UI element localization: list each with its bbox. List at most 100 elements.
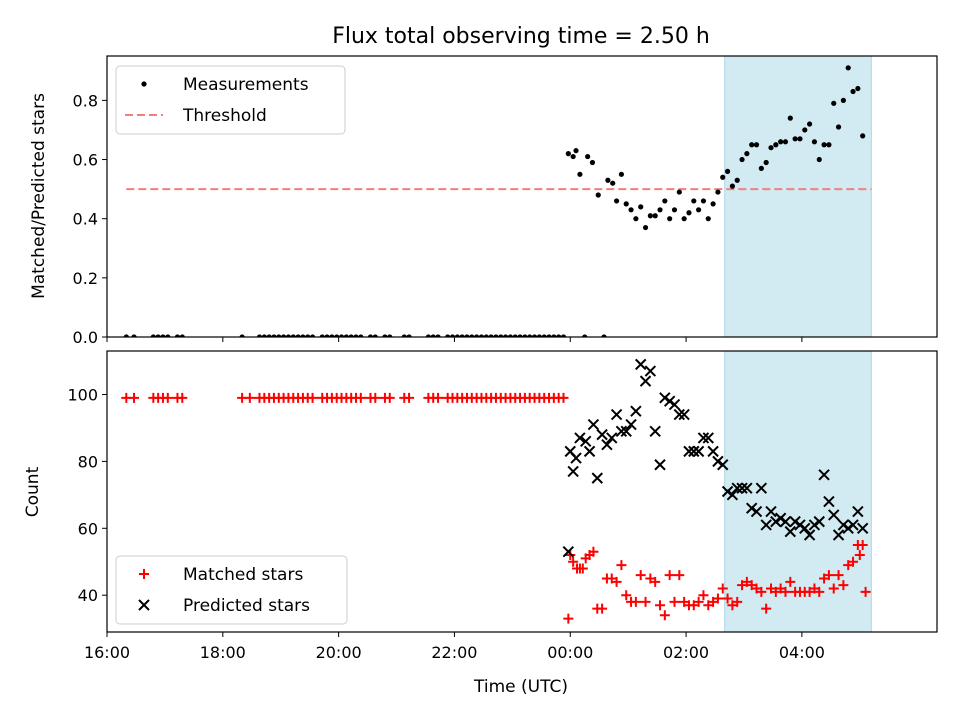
measurement-point bbox=[565, 151, 571, 157]
measurement-point bbox=[642, 224, 649, 231]
bottom-y-tick-label: 60 bbox=[78, 519, 98, 538]
predicted-star-point bbox=[852, 505, 864, 518]
measurement-point bbox=[387, 334, 393, 337]
predicted-star-point bbox=[678, 408, 690, 421]
matched-star-point bbox=[698, 590, 709, 601]
measurement-point bbox=[266, 334, 272, 337]
measurement-point bbox=[647, 213, 653, 219]
measurement-point bbox=[657, 207, 663, 213]
measurement-point bbox=[601, 334, 607, 337]
x-tick-label: 00:00 bbox=[547, 643, 593, 662]
matched-star-point bbox=[307, 392, 318, 403]
matched-star-point bbox=[669, 596, 680, 607]
legend-label: Matched stars bbox=[183, 565, 303, 585]
predicted-star-point bbox=[842, 522, 854, 535]
measurement-point bbox=[696, 207, 702, 213]
measurement-point bbox=[720, 174, 726, 180]
matched-star-point bbox=[814, 586, 825, 597]
measurement-point bbox=[454, 334, 460, 337]
matched-star-point bbox=[162, 392, 173, 403]
measurement-point bbox=[493, 334, 499, 337]
predicted-star-point bbox=[789, 515, 801, 528]
matched-star-point bbox=[833, 570, 844, 581]
measurement-point bbox=[605, 177, 611, 183]
measurement-point bbox=[507, 334, 514, 337]
measurement-point bbox=[623, 201, 629, 207]
measurement-point bbox=[802, 127, 808, 133]
measurement-point bbox=[845, 65, 851, 71]
measurement-point bbox=[667, 216, 673, 222]
measurement-point bbox=[160, 334, 166, 337]
top-y-tick-label: 0.6 bbox=[73, 151, 98, 170]
measurement-point bbox=[691, 198, 697, 204]
measurement-point bbox=[551, 334, 557, 337]
top-y-tick-label: 0.0 bbox=[73, 328, 98, 347]
matched-star-point bbox=[558, 392, 569, 403]
matched-star-point bbox=[693, 596, 704, 607]
measurement-point bbox=[401, 334, 407, 337]
matched-star-point bbox=[568, 556, 579, 567]
measurement-point bbox=[582, 334, 588, 337]
bottom-y-axis-label: Count bbox=[23, 466, 43, 517]
matched-star-point bbox=[635, 570, 646, 581]
predicted-star-point bbox=[828, 509, 840, 521]
matched-star-point bbox=[611, 576, 622, 587]
x-tick-label: 18:00 bbox=[200, 643, 246, 662]
measurement-point bbox=[483, 334, 489, 337]
measurement-point bbox=[165, 334, 171, 337]
measurement-point bbox=[710, 201, 716, 207]
measurement-point bbox=[700, 198, 707, 204]
measurement-point bbox=[522, 334, 528, 337]
measurement-point bbox=[577, 171, 583, 177]
matched-star-point bbox=[630, 596, 641, 607]
x-tick-label: 22:00 bbox=[431, 643, 477, 662]
measurement-point bbox=[560, 334, 567, 337]
matched-star-point bbox=[177, 392, 188, 403]
measurement-point bbox=[464, 334, 470, 337]
predicted-star-point bbox=[750, 505, 763, 518]
measurement-point bbox=[449, 334, 456, 337]
predicted-star-point bbox=[596, 428, 608, 441]
predicted-star-point bbox=[625, 418, 637, 431]
bottom-series bbox=[121, 358, 871, 624]
measurement-point bbox=[753, 142, 760, 148]
measurement-point bbox=[681, 216, 687, 222]
matched-star-point bbox=[621, 590, 632, 601]
measurement-point bbox=[671, 207, 678, 213]
measurement-point bbox=[628, 207, 634, 213]
matched-star-point bbox=[664, 570, 675, 581]
measurement-point bbox=[353, 334, 359, 337]
matched-star-point bbox=[404, 392, 415, 403]
measurement-point bbox=[797, 136, 803, 142]
top-series bbox=[123, 65, 866, 337]
top-y-tick-label: 0.8 bbox=[73, 91, 98, 110]
predicted-star-point bbox=[673, 408, 686, 421]
predicted-star-point bbox=[779, 515, 792, 528]
measurement-point bbox=[179, 334, 185, 337]
measurement-point bbox=[556, 334, 562, 337]
measurement-point bbox=[826, 142, 832, 148]
measurement-point bbox=[150, 334, 156, 337]
bottom-axes-frame bbox=[106, 350, 938, 633]
predicted-star-point bbox=[583, 445, 596, 458]
predicted-star-point bbox=[663, 395, 676, 407]
predicted-star-point bbox=[639, 375, 652, 387]
predicted-star-point bbox=[717, 459, 729, 471]
x-tick-label: 04:00 bbox=[779, 643, 825, 662]
matched-star-point bbox=[655, 600, 666, 611]
measurement-point bbox=[778, 139, 784, 145]
predicted-star-point bbox=[731, 482, 743, 494]
predicted-star-point bbox=[606, 432, 618, 444]
measurement-point bbox=[855, 85, 861, 92]
measurement-point bbox=[662, 198, 668, 204]
measurement-point bbox=[724, 168, 731, 174]
legend-box bbox=[115, 65, 346, 135]
measurement-point bbox=[276, 334, 282, 337]
measurement-point bbox=[807, 121, 813, 127]
predicted-star-point bbox=[799, 522, 811, 535]
measurement-point bbox=[469, 334, 475, 337]
predicted-star-point bbox=[692, 445, 705, 458]
matched-star-point bbox=[857, 540, 868, 551]
measurement-point bbox=[329, 334, 335, 337]
